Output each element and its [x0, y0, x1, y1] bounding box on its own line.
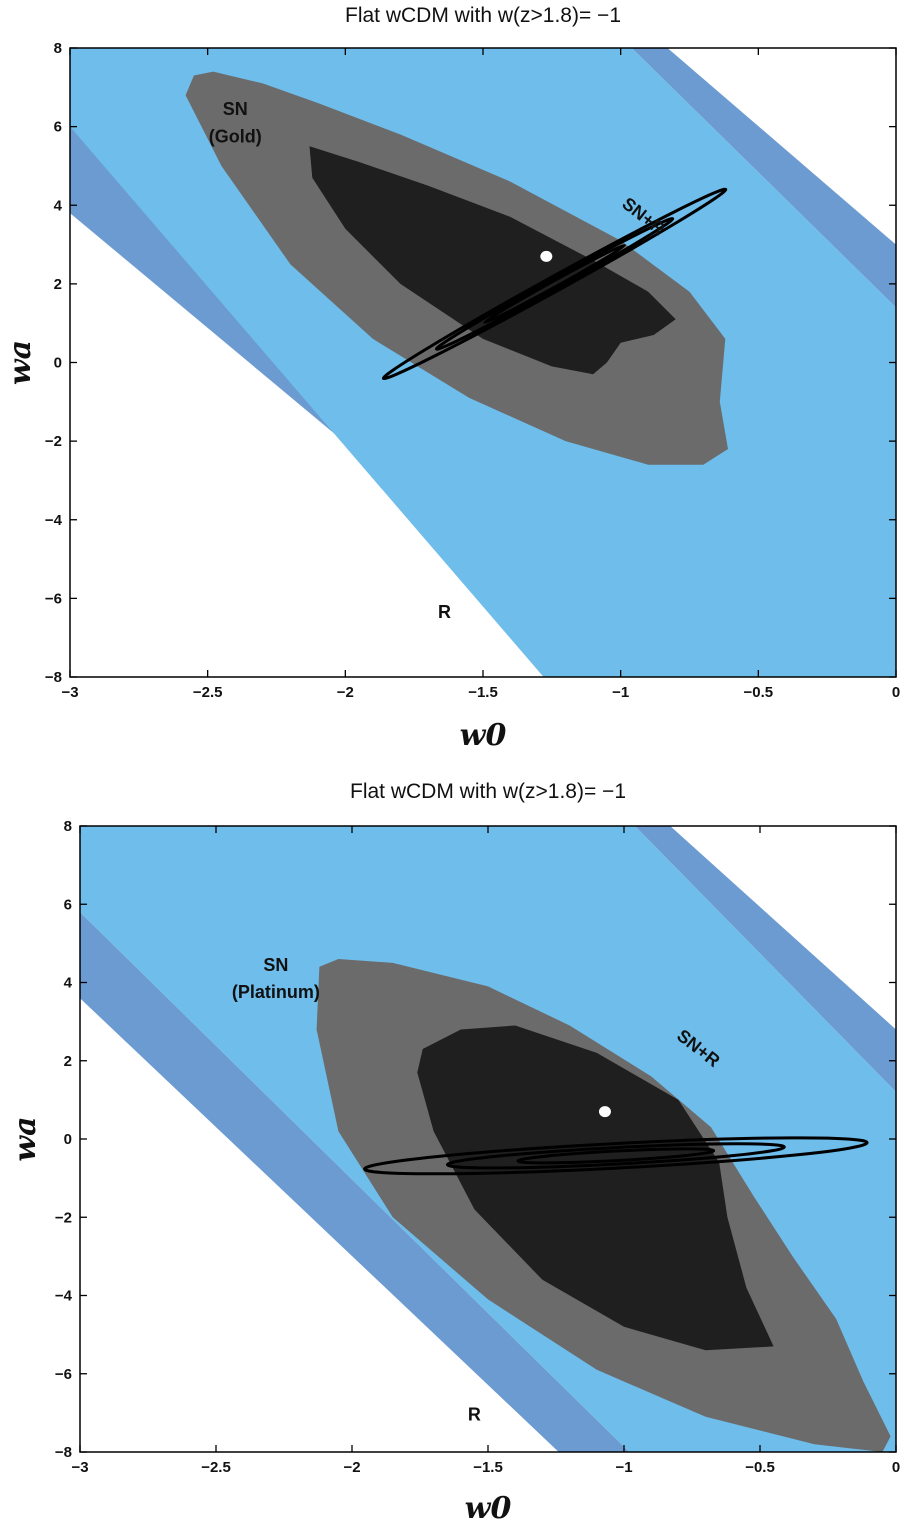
x-axis-label: w0 [465, 1491, 512, 1526]
region-r-band-2sigma [80, 912, 630, 1452]
y-tick-label: −6 [45, 590, 62, 607]
region-r-band-1sigma [631, 48, 896, 308]
plot-area [80, 826, 896, 1452]
sn-r-contour-3 [483, 243, 627, 325]
plot-area [70, 48, 896, 677]
y-tick-label: 4 [54, 197, 63, 214]
best-fit-point [540, 250, 553, 262]
sn-r-contour-1 [363, 1136, 869, 1176]
x-tick-label: −1.5 [468, 684, 498, 701]
x-tick-label: −1 [615, 1459, 632, 1476]
region-sn-1sigma [417, 1025, 774, 1351]
region-sn-1sigma [309, 146, 676, 375]
y-tick-label: 6 [54, 119, 62, 136]
annotation-label: (Gold) [209, 126, 262, 146]
y-tick-label: −8 [45, 669, 62, 686]
y-tick-label: 0 [54, 355, 62, 372]
y-tick-label: −4 [55, 1288, 73, 1305]
y-tick-label: 2 [64, 1053, 72, 1070]
panel-1: −3 −2.5 −2 −1.5 −1 −0.5 0 −8 −6 −4 −2 0 2 4 6 8 Flat wCD… [3, 4, 900, 753]
y-tick-label: 8 [64, 818, 72, 835]
x-tick-label: −0.5 [744, 684, 774, 701]
panel-2: −3 −2.5 −2 −1.5 −1 −0.5 0 −8 −6 −4 −2 0 2 4 6 8 Flat wCD… [8, 780, 900, 1526]
x-tick-label: −0.5 [745, 1459, 775, 1476]
y-tick-label: −8 [55, 1444, 72, 1461]
y-tick-label: −2 [45, 433, 62, 450]
annotation-label: (Platinum) [232, 982, 320, 1002]
y-tick-label: −6 [55, 1366, 72, 1383]
x-tick-label: −2 [337, 684, 354, 701]
x-tick-label: −3 [71, 1459, 88, 1476]
x-tick-label: −2.5 [193, 684, 223, 701]
sn-r-contour-3 [516, 1147, 716, 1165]
x-tick-label: −2 [343, 1459, 360, 1476]
x-tick-label: 0 [892, 684, 900, 701]
sn-r-contour-1 [381, 187, 728, 381]
x-axis-label: w0 [460, 718, 507, 753]
y-axis-label: wa [8, 1116, 43, 1161]
y-tick-label: 8 [54, 40, 62, 57]
annotation-label: SN [263, 955, 288, 975]
y-tick-label: 2 [54, 276, 62, 293]
sn-r-contour-2 [434, 217, 675, 351]
y-axis-label: wa [3, 340, 38, 385]
x-tick-label: −1 [612, 684, 629, 701]
x-tick-label: −2.5 [201, 1459, 231, 1476]
x-tick-label: 0 [892, 1459, 900, 1476]
y-tick-label: 6 [64, 896, 72, 913]
chart-title: Flat wCDM with w(z>1.8)= −1 [350, 780, 626, 803]
y-tick-label: 0 [64, 1131, 72, 1148]
sn-r-contour-2 [445, 1142, 786, 1170]
annotation-label: R [438, 602, 451, 622]
x-tick-label: −1.5 [473, 1459, 503, 1476]
annotation-label: SN [223, 99, 248, 119]
annotation-label: R [468, 1405, 481, 1425]
x-tick-label: −3 [61, 684, 78, 701]
y-tick-label: −4 [45, 512, 63, 529]
y-tick-label: 4 [64, 975, 73, 992]
y-tick-label: −2 [55, 1209, 72, 1226]
best-fit-point [598, 1106, 611, 1118]
chart-title: Flat wCDM with w(z>1.8)= −1 [345, 4, 621, 27]
